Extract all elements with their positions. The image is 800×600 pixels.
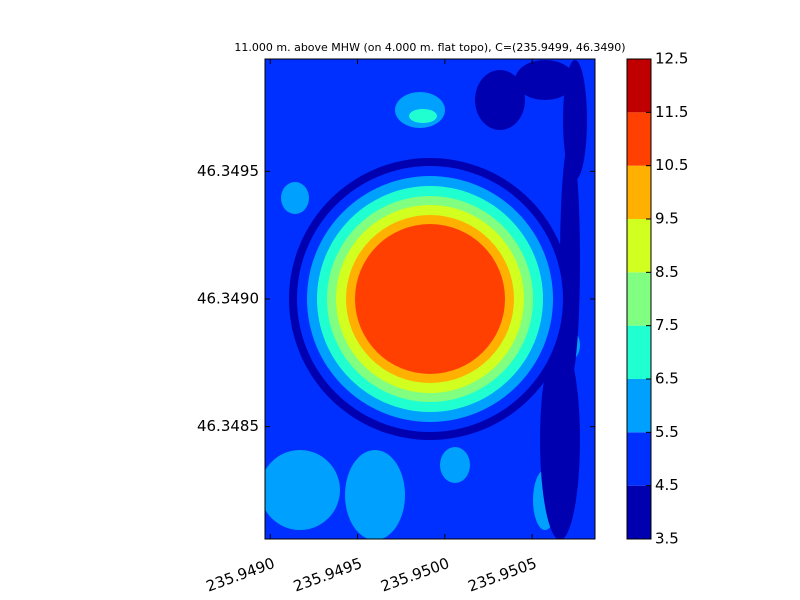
colorbar-segment	[627, 272, 651, 326]
colorbar-tick-label: 9.5	[655, 210, 679, 228]
colorbar-tick-label: 5.5	[655, 423, 679, 441]
colorbar-tick-label: 7.5	[655, 316, 679, 334]
colorbar-segment	[627, 59, 651, 113]
colorbar-tick-label: 11.5	[655, 103, 688, 121]
contour-region	[440, 447, 470, 483]
contour-region	[355, 224, 505, 374]
colorbar-tick-label: 8.5	[655, 263, 679, 281]
contour-region	[281, 182, 309, 214]
x-tick-label: 235.9500	[378, 554, 451, 595]
y-tick-label: 46.3490	[197, 290, 259, 308]
contour-region	[409, 109, 437, 123]
colorbar-tick-label: 4.5	[655, 476, 679, 494]
contour-region	[515, 60, 575, 100]
colorbar-tick-label: 12.5	[655, 50, 688, 68]
colorbar-segment	[627, 325, 651, 379]
x-tick-label: 235.9490	[204, 554, 277, 595]
contour-region	[540, 340, 580, 539]
colorbar-segment	[627, 432, 651, 486]
colorbar-tick-label: 6.5	[655, 370, 679, 388]
x-tick-label: 235.9495	[291, 554, 364, 595]
colorbar-tick-label: 10.5	[655, 156, 688, 174]
colorbar-frame	[626, 58, 652, 540]
y-tick-label: 46.3495	[197, 162, 259, 180]
contour-field	[265, 59, 595, 539]
colorbar-segment	[627, 219, 651, 273]
contour-region	[475, 70, 525, 130]
colorbar-tick-label: 3.5	[655, 530, 679, 548]
colorbar-segment	[627, 485, 651, 539]
y-tick-label: 46.3485	[197, 417, 259, 435]
contour-region	[270, 458, 310, 482]
chart-title: 11.000 m. above MHW (on 4.000 m. flat to…	[234, 41, 625, 54]
axes-frame	[264, 58, 596, 540]
x-tick-label: 235.9505	[466, 554, 539, 595]
colorbar-segment	[627, 165, 651, 219]
colorbar-segment	[627, 112, 651, 166]
colorbar-segment	[627, 379, 651, 433]
contour-region	[345, 450, 405, 539]
